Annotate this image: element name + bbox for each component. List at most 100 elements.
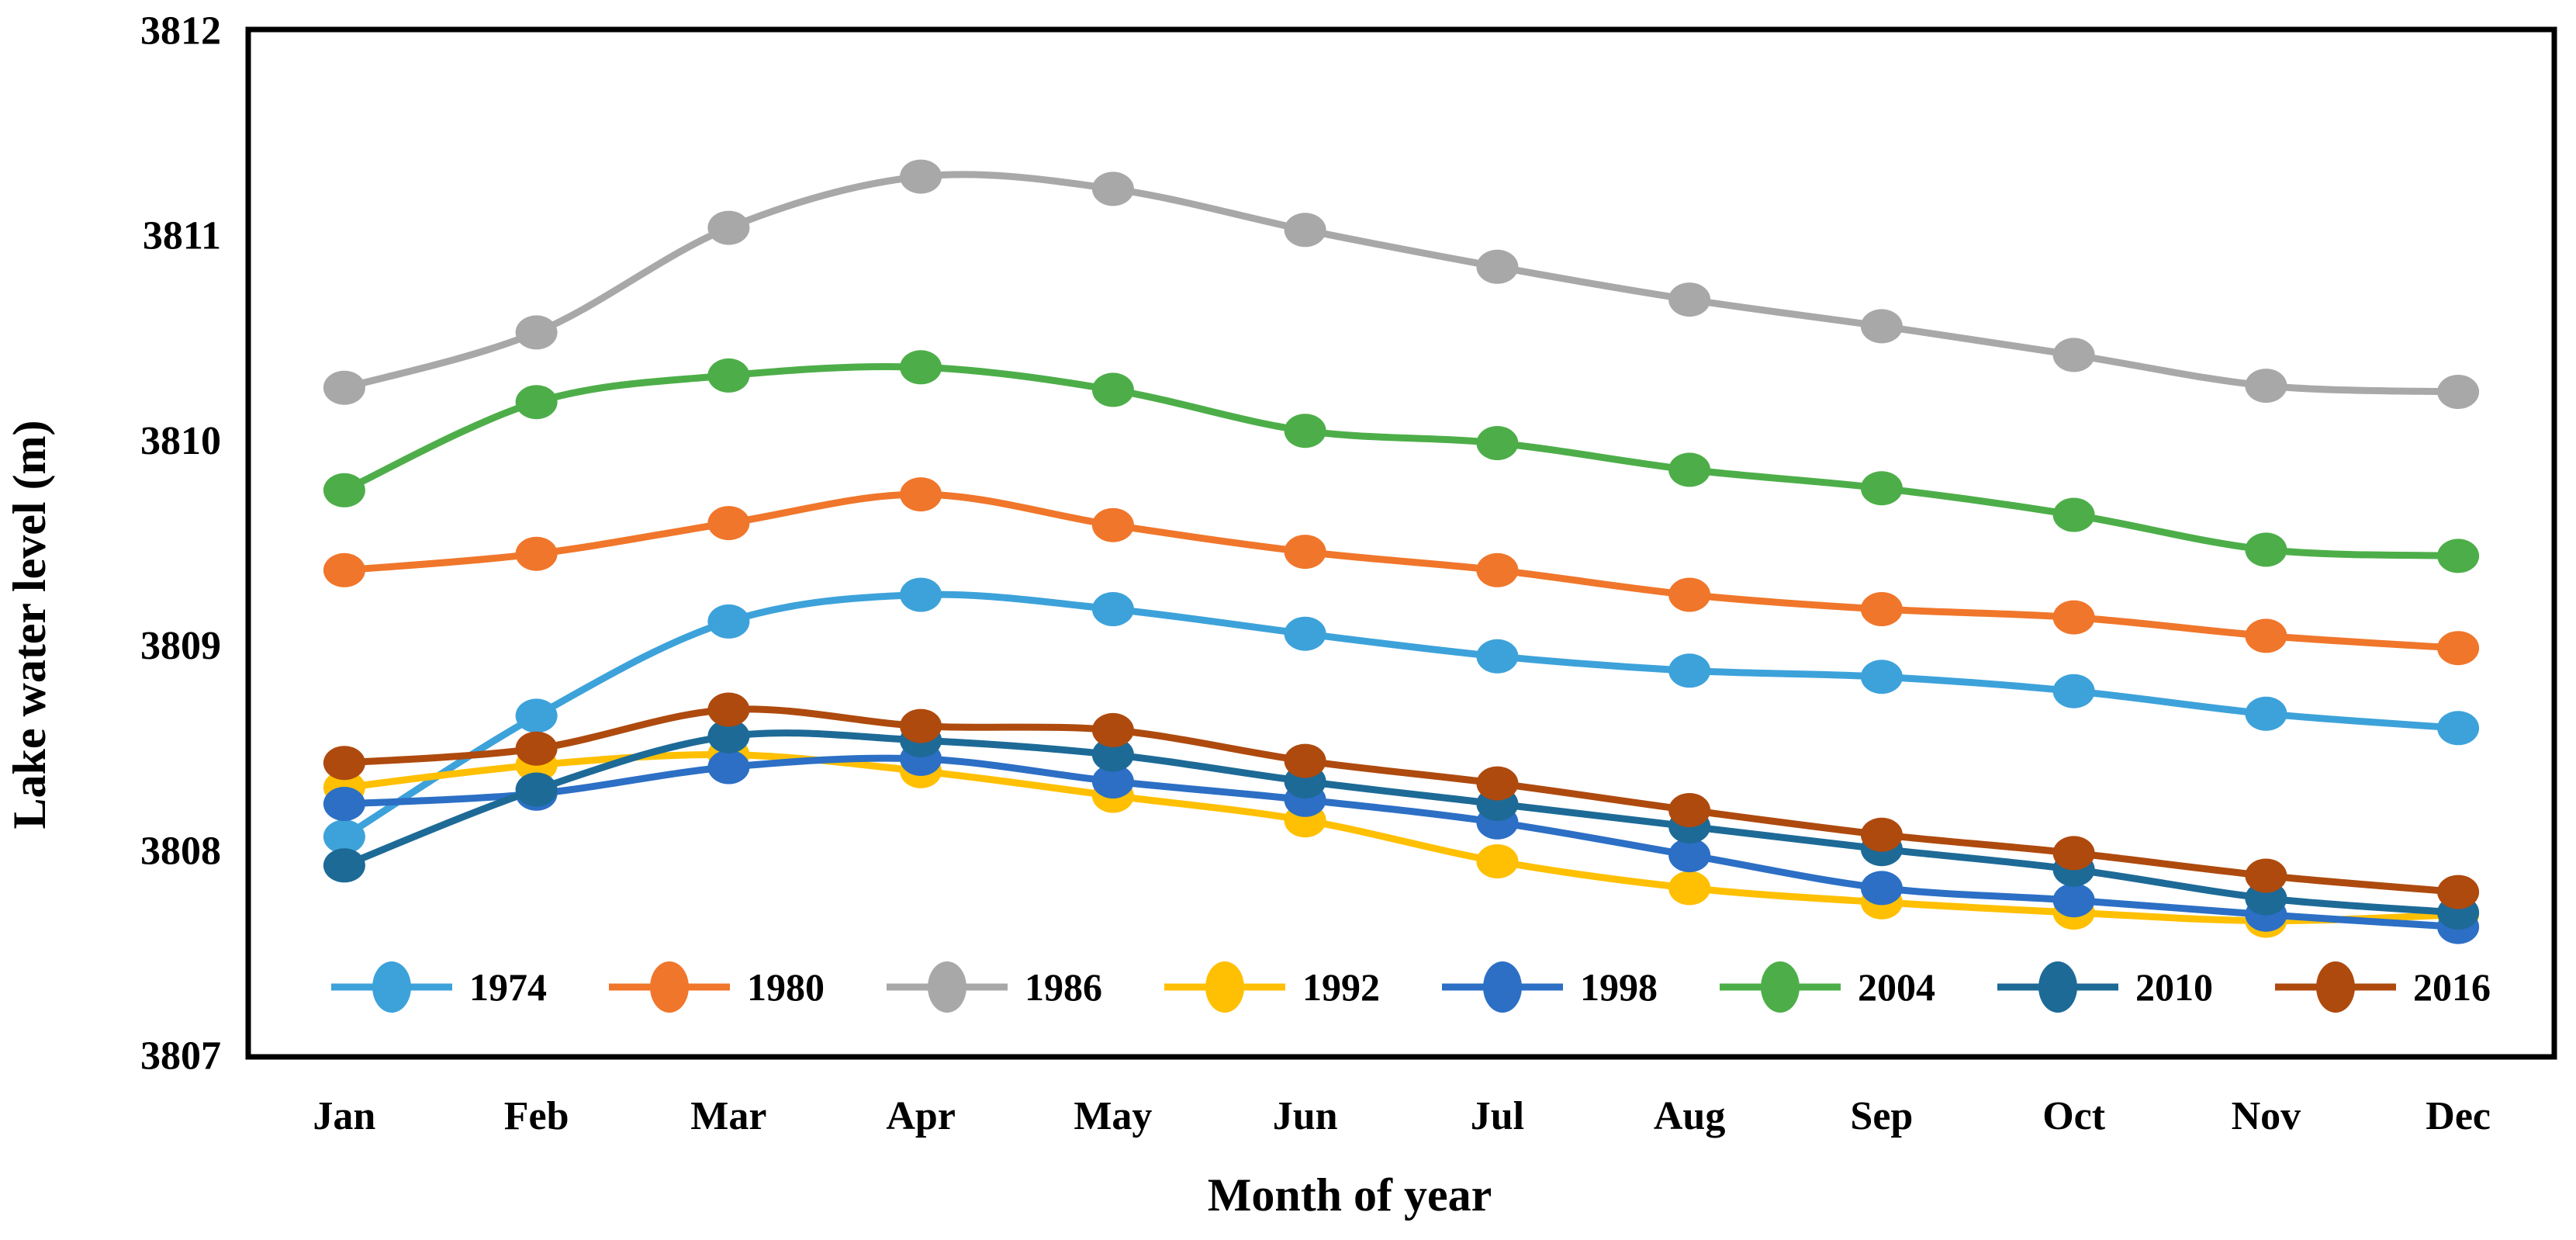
data-point-1998-jan [323,787,365,821]
plot-border [245,26,2557,1060]
data-point-2016-apr [900,708,942,743]
legend-label-1980: 1980 [747,965,825,1009]
x-axis-title: Month of year [1208,1169,1492,1221]
data-point-1986-apr [900,159,942,194]
x-tick-label-nov: Nov [2232,1094,2301,1138]
data-point-2016-may [1091,712,1134,747]
data-point-1986-jan [323,370,365,405]
data-point-2016-mar [707,692,750,727]
data-point-1974-apr [900,577,942,612]
data-point-2016-nov [2245,858,2287,893]
data-point-1974-jul [1476,639,1519,674]
y-tick-label-3810: 3810 [140,419,221,463]
legend-label-2016: 2016 [2413,965,2491,1009]
data-point-2010-mar [707,719,750,753]
legend-marker-1980 [650,961,689,1013]
data-point-1992-aug [1668,871,1711,906]
data-point-1974-mar [707,604,750,639]
data-point-2016-jun [1284,743,1326,778]
x-tick-label-oct: Oct [2042,1094,2106,1138]
data-point-1980-mar [707,506,750,541]
x-tick-label-may: May [1074,1094,1152,1138]
y-tick-label-3808: 3808 [140,829,221,873]
data-point-2004-apr [900,350,942,385]
legend-label-1998: 1998 [1580,965,1658,1009]
data-point-1974-nov [2245,696,2287,731]
data-point-2010-feb [515,772,558,807]
legend-label-2010: 2010 [2135,965,2213,1009]
x-tick-label-jan: Jan [313,1094,375,1138]
data-point-2016-aug [1668,793,1711,827]
data-point-1986-jun [1284,213,1326,248]
y-tick-label-3807: 3807 [140,1034,221,1079]
data-point-2010-jan [323,848,365,883]
data-point-1974-aug [1668,653,1711,688]
data-point-1974-dec [2437,711,2480,746]
data-point-2004-nov [2245,532,2287,567]
legend-marker-1974 [372,961,411,1013]
data-point-2016-jan [323,746,365,781]
legend-label-1986: 1986 [1025,965,1102,1009]
data-point-2004-feb [515,385,558,420]
legend-marker-1998 [1483,961,1522,1013]
series-line-1992 [341,750,2462,925]
data-point-1986-aug [1668,282,1711,317]
data-point-1980-jan [323,552,365,587]
data-point-1974-jun [1284,616,1326,651]
data-point-2016-sep [1860,817,1903,852]
data-point-1986-sep [1860,309,1903,344]
legend-marker-2004 [1761,961,1800,1013]
legend-marker-1992 [1205,961,1244,1013]
series-line-2010 [341,729,2462,916]
series-line-2004 [341,362,2462,559]
data-point-2010-may [1091,737,1134,772]
data-point-2004-sep [1860,471,1903,506]
y-tick-label-3812: 3812 [140,9,221,54]
legend-label-1992: 1992 [1302,965,1380,1009]
data-point-1998-mar [707,750,750,785]
data-point-1980-dec [2437,631,2480,666]
data-point-2004-jul [1476,426,1519,460]
data-point-1974-sep [1860,660,1903,694]
legend-marker-1986 [928,961,966,1013]
legend-marker-2010 [2038,961,2077,1013]
data-point-1980-may [1091,507,1134,542]
legend-label-2004: 2004 [1858,965,1935,1009]
data-point-1980-nov [2245,618,2287,653]
y-tick-label-3809: 3809 [140,624,221,668]
x-tick-label-sep: Sep [1850,1094,1913,1138]
x-tick-label-mar: Mar [690,1094,766,1138]
data-point-1980-apr [900,477,942,512]
data-point-2004-may [1091,372,1134,407]
series-line-1998 [341,754,2462,931]
data-point-2016-oct [2052,836,2095,871]
y-tick-label-3811: 3811 [143,214,221,258]
data-point-2004-mar [707,358,750,393]
data-point-1980-aug [1668,577,1711,612]
data-point-1974-oct [2052,674,2095,708]
data-point-1980-feb [515,536,558,571]
data-point-1992-jul [1476,844,1519,878]
data-point-1974-feb [515,698,558,733]
x-tick-label-aug: Aug [1654,1094,1725,1138]
data-point-1986-dec [2437,375,2480,409]
legend-label-1974: 1974 [469,965,547,1009]
x-tick-label-jul: Jul [1471,1094,1524,1138]
data-point-1980-jun [1284,535,1326,570]
data-point-1986-feb [515,315,558,350]
legend-marker-2016 [2316,961,2355,1013]
data-point-2004-oct [2052,497,2095,532]
data-point-2004-dec [2437,539,2480,573]
data-point-1986-jul [1476,249,1519,284]
data-point-2016-jul [1476,766,1519,801]
data-point-1980-jul [1476,552,1519,587]
series-line-1974 [341,591,2462,840]
series-line-2016 [341,705,2462,896]
data-point-1986-oct [2052,338,2095,372]
series-line-1980 [341,490,2462,652]
data-point-1974-may [1091,592,1134,626]
data-point-1986-may [1091,171,1134,206]
data-point-1998-oct [2052,883,2095,918]
